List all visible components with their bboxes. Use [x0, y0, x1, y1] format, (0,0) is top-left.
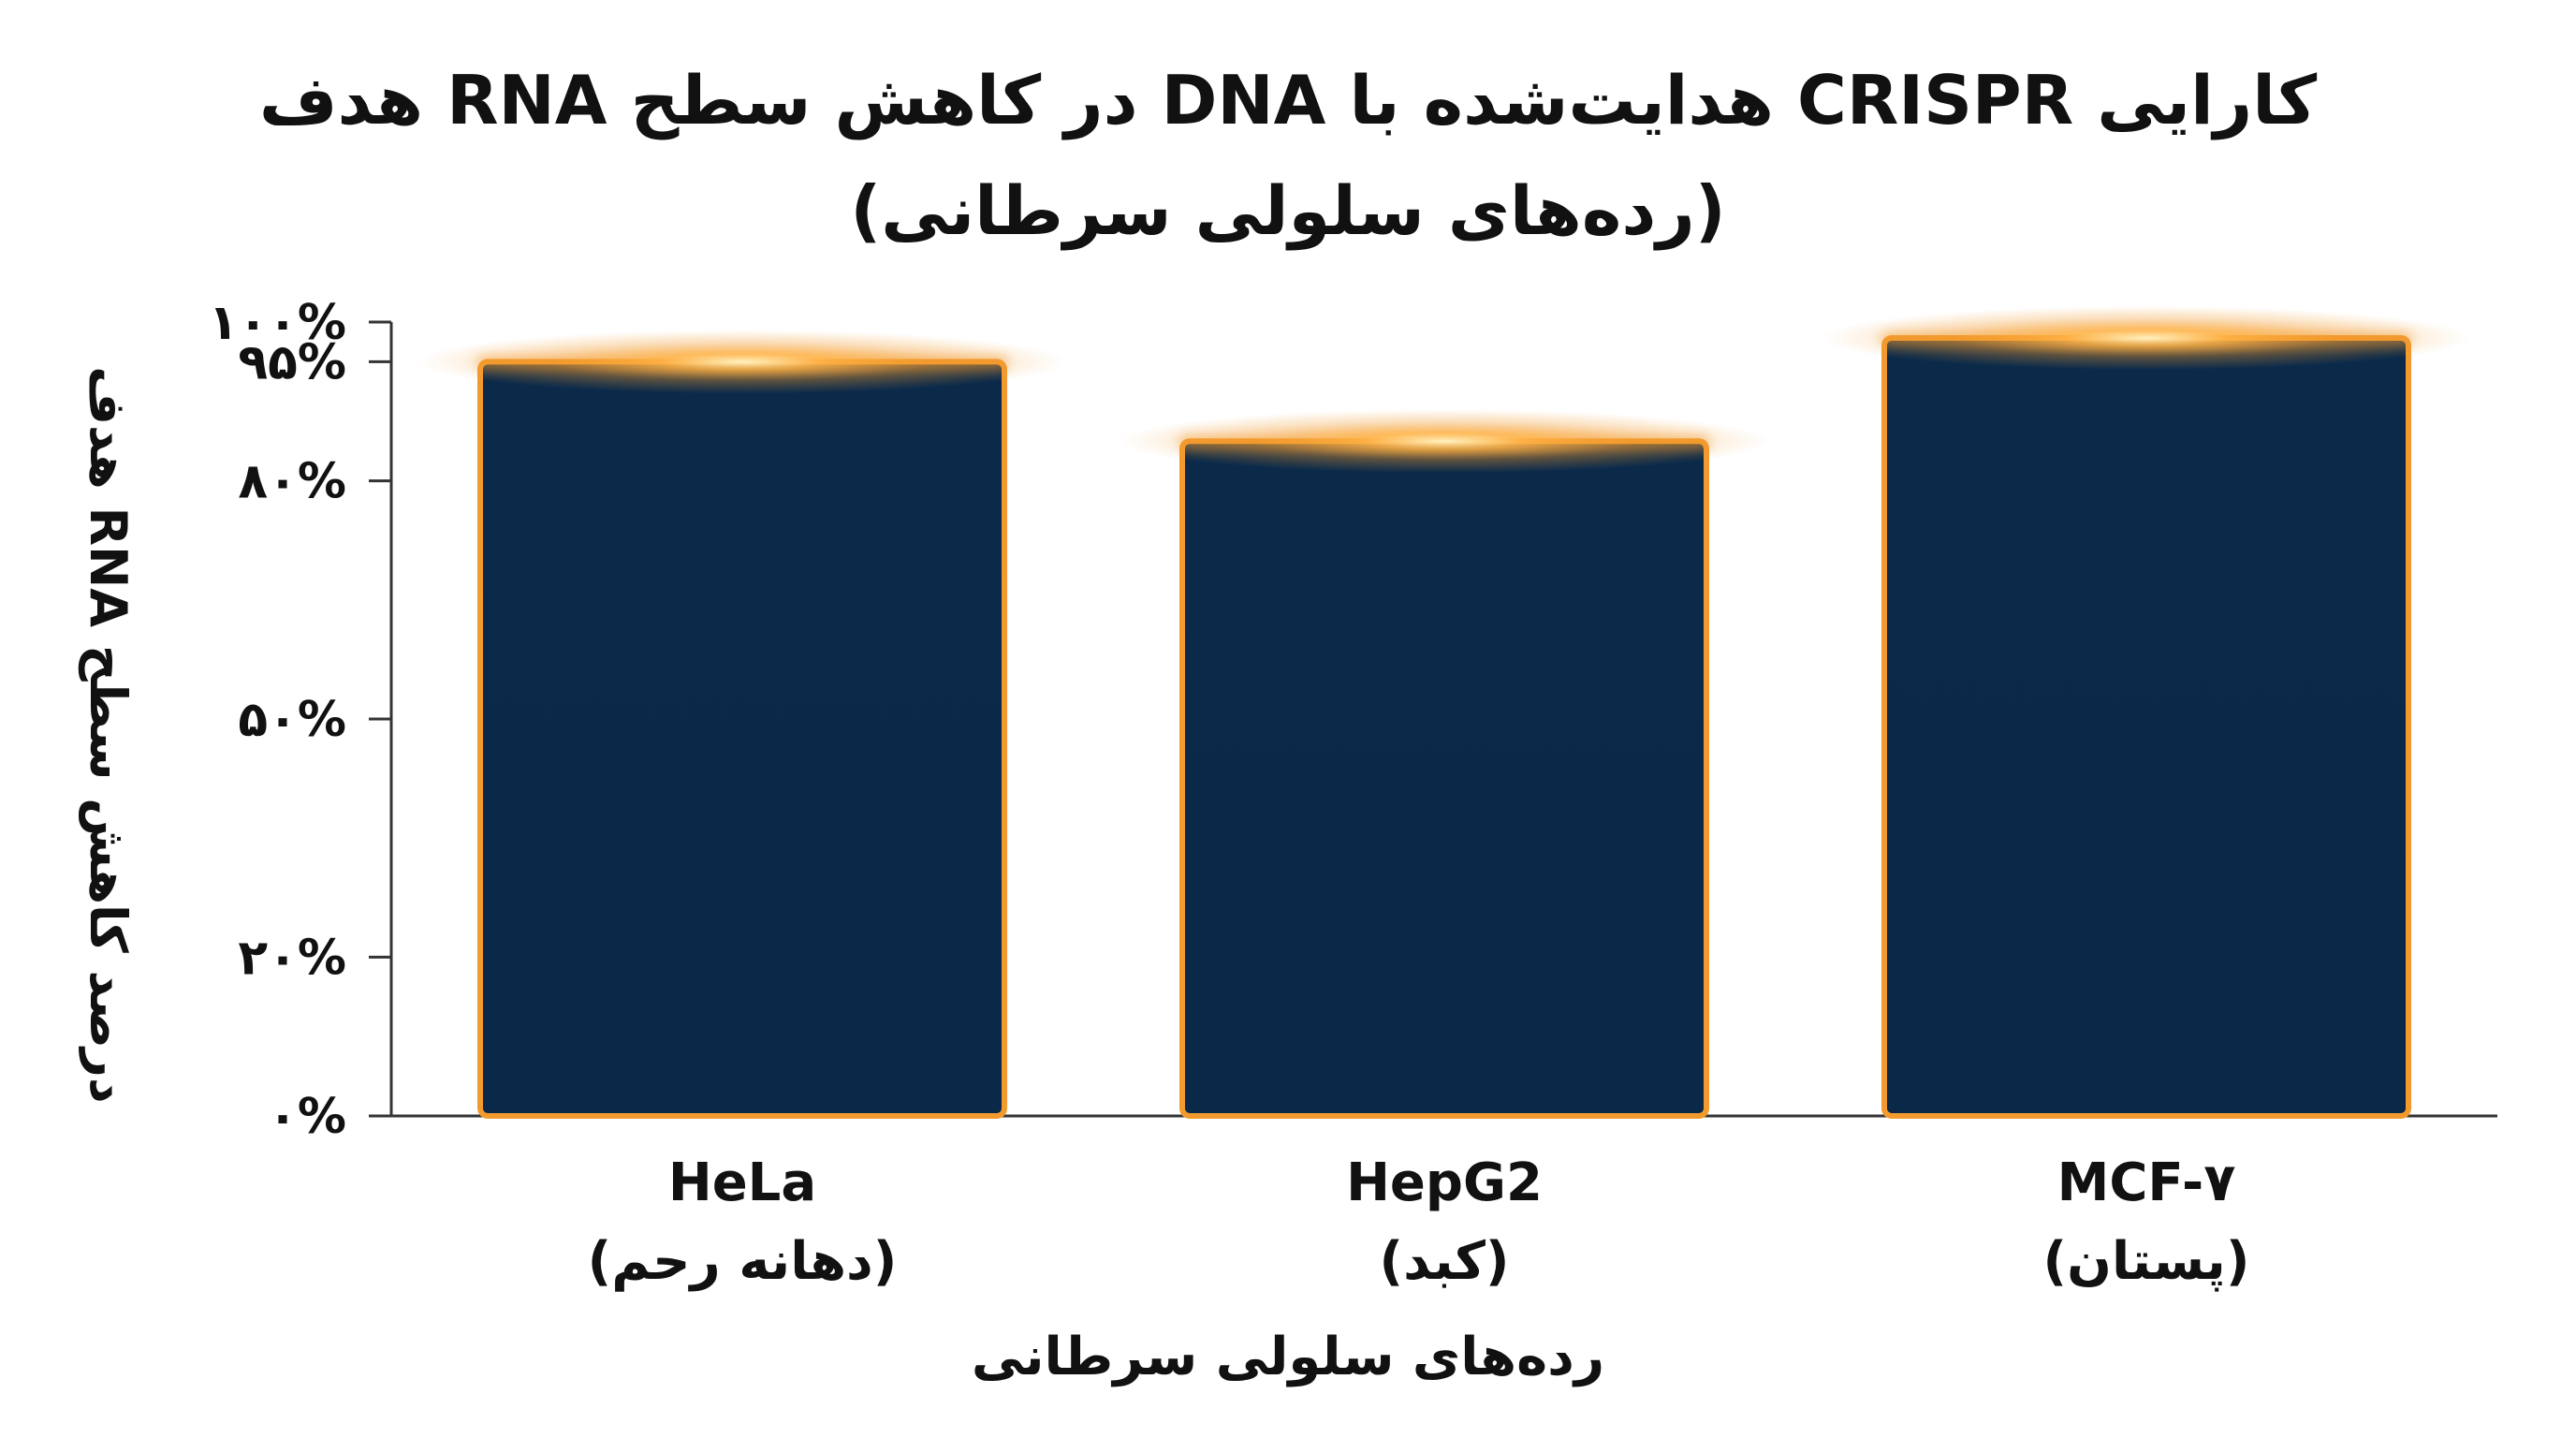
- y-tick-label: ۲۰%: [238, 930, 346, 986]
- chart-title-line-2: (رده‌های سلولی سرطانی): [850, 171, 1726, 250]
- bar-glow: [417, 330, 1068, 394]
- y-tick-label: ۹۵%: [238, 334, 346, 390]
- x-axis-label: رده‌های سلولی سرطانی: [971, 1327, 1605, 1387]
- bar: [477, 359, 1007, 1119]
- y-tick-label: ۱۰۰%: [209, 295, 346, 351]
- axes: ۰% ۲۰% ۵۰% ۸۰% ۹۵%۱۰۰%: [209, 295, 2497, 1145]
- category-sublabel: (پستان): [2043, 1231, 2250, 1292]
- bar: [1179, 438, 1709, 1119]
- bar-glow: [1821, 305, 2472, 370]
- category-label: HepG2: [1346, 1152, 1543, 1213]
- chart-title-line-1: کارایی CRISPR هدایت‌شده با DNA در کاهش س…: [258, 61, 2318, 139]
- category-sublabel: (دهانه رحم): [588, 1231, 898, 1292]
- category-labels: HeLa (دهانه رحم) HepG2 (کبد) MCF-۷ (پستان): [588, 1152, 2250, 1292]
- y-tick-label: ۰%: [268, 1089, 346, 1145]
- category-label: HeLa: [668, 1152, 816, 1213]
- y-tick-label: ۵۰%: [238, 692, 346, 748]
- bars: [417, 305, 2472, 1119]
- category-sublabel: (کبد): [1380, 1231, 1510, 1292]
- bar: [1881, 334, 2411, 1119]
- bar-glow: [1119, 409, 1770, 474]
- y-tick-label: ۸۰%: [238, 454, 346, 510]
- category-label: MCF-۷: [2057, 1152, 2236, 1213]
